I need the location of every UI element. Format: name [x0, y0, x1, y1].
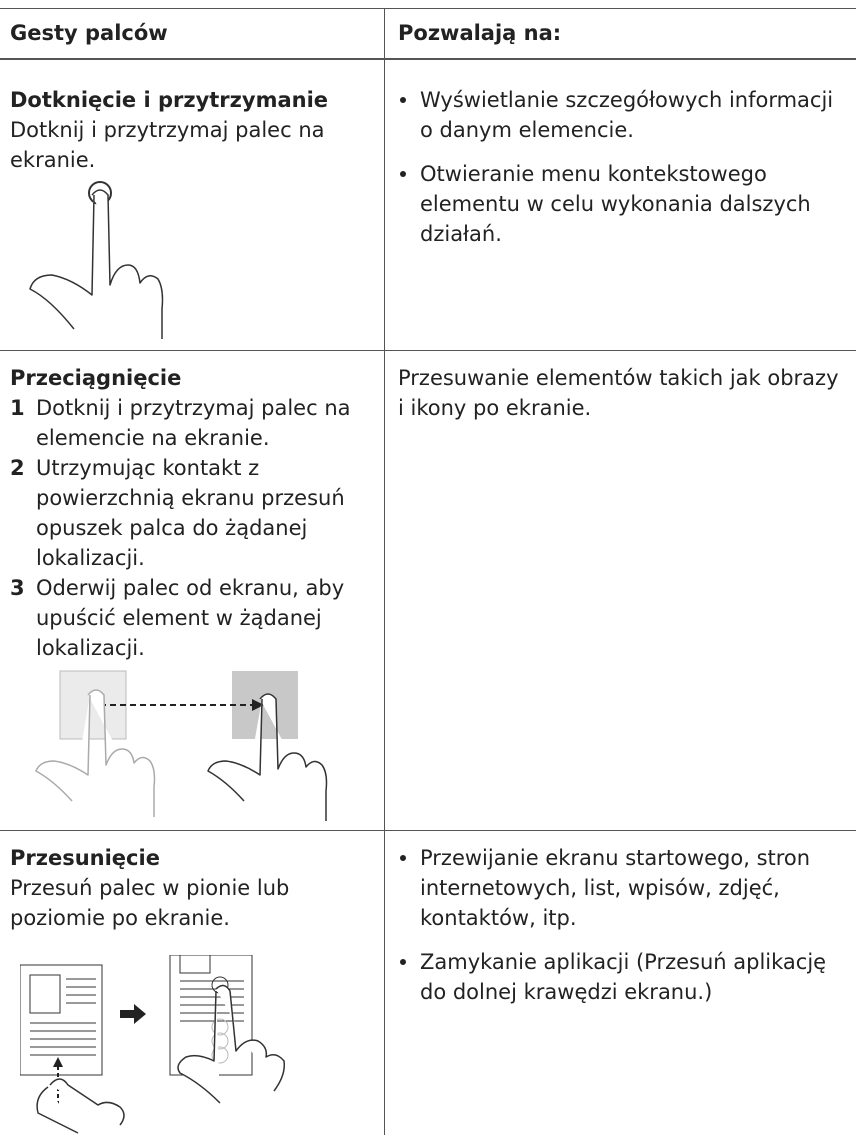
- step: 1 Dotknij i przytrzymaj palec na elemenci…: [10, 393, 378, 453]
- gesture-description: Przesuń palec w pionie lub poziomie po e…: [10, 876, 290, 930]
- gesture-effect: Przesuwanie elementów takich jak obrazy …: [398, 366, 839, 420]
- bullet-list: Przewijanie ekranu startowego, stron int…: [398, 843, 848, 1021]
- gesture-title: Przesunięcie: [10, 846, 160, 870]
- step-text: Utrzymując kontakt z powierzchnią ekranu…: [36, 456, 345, 570]
- row-rule: [0, 350, 856, 351]
- bullet: Przewijanie ekranu startowego, stron int…: [398, 843, 848, 933]
- gesture-cell: Przeciągnięcie 1 Dotknij i przytrzymaj pa…: [10, 363, 378, 663]
- header-cell: Pozwalają na:: [398, 21, 562, 45]
- bullet: Zamykanie aplikacji (Przesuń aplikację d…: [398, 947, 848, 1007]
- header-cell: Gesty palców: [10, 21, 168, 45]
- tap-illustration: [29, 181, 164, 339]
- step-number: 1: [10, 396, 25, 420]
- step-text: Dotknij i przytrzymaj palec na elemencie…: [36, 396, 351, 450]
- step: 2 Utrzymując kontakt z powierzchnią ekran…: [10, 453, 378, 573]
- column-rule: [384, 8, 385, 1135]
- gesture-cell: Dotknięcie i przytrzymanie Dotknij i prz…: [10, 85, 378, 175]
- gesture-cell: Przesunięcie Przesuń palec w pionie lub …: [10, 843, 378, 933]
- gesture-title: Przeciągnięcie: [10, 366, 182, 390]
- step-number: 3: [10, 576, 25, 600]
- bullet-list: Wyświetlanie szczegółowych informacji o …: [398, 85, 848, 263]
- table-top: [0, 8, 856, 9]
- swipe-illustration: [20, 955, 286, 1134]
- header-rule: [0, 58, 856, 60]
- step: 3 Oderwij palec od ekranu, aby upuścić el…: [10, 573, 378, 663]
- step-number: 2: [10, 456, 25, 480]
- step-text: Oderwij palec od ekranu, aby upuścić ele…: [36, 576, 345, 660]
- gesture-description: Dotknij i przytrzymaj palec na ekranie.: [10, 118, 325, 172]
- drag-illustration: [35, 670, 328, 821]
- bullet: Otwieranie menu kontekstowego elementu w…: [398, 159, 848, 249]
- gesture-title: Dotknięcie i przytrzymanie: [10, 88, 329, 112]
- bullet: Wyświetlanie szczegółowych informacji o …: [398, 85, 848, 145]
- row-rule: [0, 830, 856, 831]
